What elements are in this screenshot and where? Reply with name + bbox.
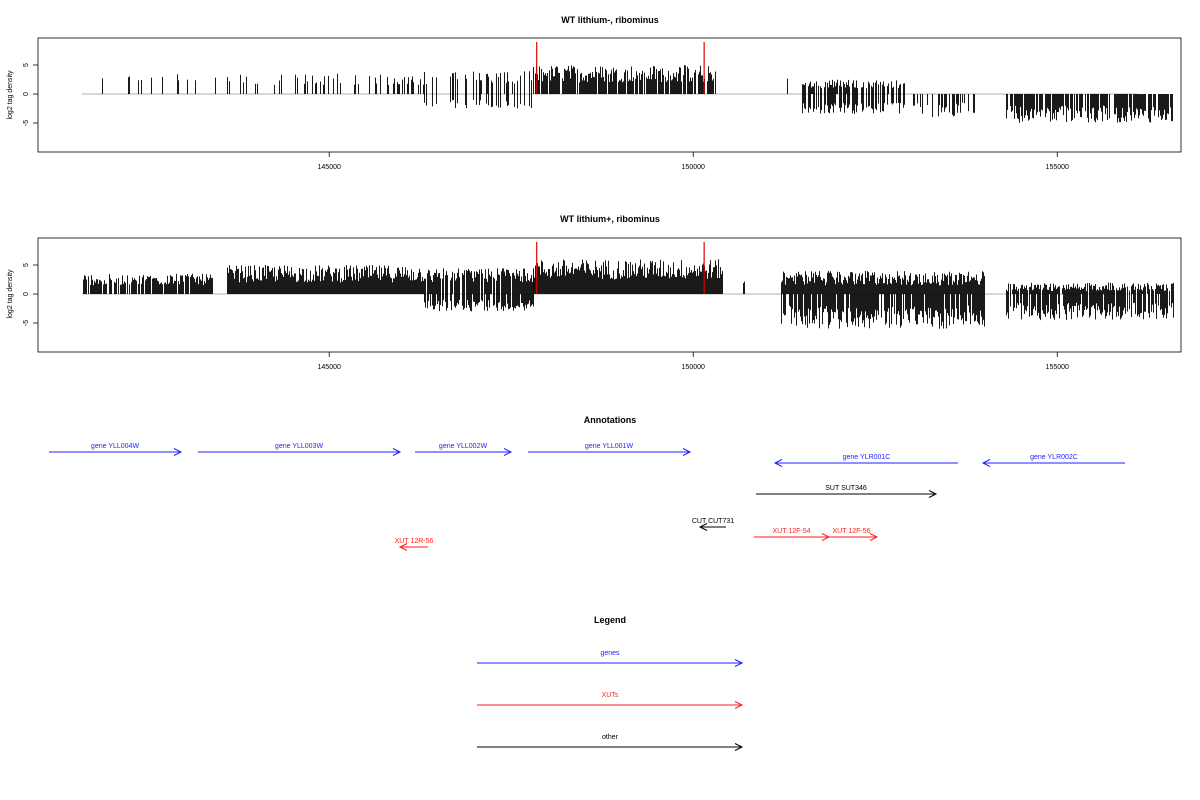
legend-item-other: other [477, 734, 744, 751]
annotation-arrow [198, 448, 402, 456]
annotation-genes: gene YLR002C [981, 454, 1125, 467]
axis-group: -5 0 5 145000 150000 155000 [23, 63, 1069, 171]
annotation-arrow [981, 459, 1125, 467]
legend-title: Legend [594, 615, 626, 625]
x-tick-label: 150000 [682, 164, 705, 171]
legend-arrow [477, 701, 744, 709]
annotation-label: gene YLR002C [1030, 454, 1078, 461]
annotation-label: gene YLL002W [439, 443, 488, 450]
legend-arrow [477, 659, 744, 667]
x-tick-label: 145000 [318, 164, 341, 171]
legend-panel: Legend genes XUTs other [477, 615, 744, 751]
legend-label: genes [600, 650, 620, 657]
x-tick-label: 155000 [1046, 364, 1069, 371]
plot-frame [37, 37, 1182, 153]
annotation-genes: gene YLL001W [528, 443, 692, 456]
annotation-xuts: XUT 12F-54 [754, 528, 831, 541]
annotation-arrow [698, 523, 726, 531]
x-tick-label: 150000 [682, 364, 705, 371]
annotation-other: CUT CUT731 [692, 518, 734, 531]
legend-item-genes: genes [477, 650, 744, 667]
y-axis-label: log2 tag density [7, 70, 14, 120]
annotation-genes: gene YLL003W [198, 443, 402, 456]
x-tick-label: 145000 [318, 364, 341, 371]
annotation-genes: gene YLL002W [415, 443, 513, 456]
annotation-arrow [773, 459, 958, 467]
annotation-label: XUT 12R-56 [395, 538, 434, 545]
y-tick-label: 0 [23, 92, 30, 96]
annotation-label: gene YLR001C [843, 454, 891, 461]
y-axis-label: log2 tag density [7, 269, 14, 319]
annotation-xuts: XUT 12F-56 [826, 528, 879, 541]
legend-entries: genes XUTs other [477, 650, 744, 751]
panel-title: WT lithium+, ribominus [560, 214, 660, 224]
annotations-panel: Annotations gene YLL004W gene YLL003W gene… [49, 415, 1125, 551]
legend-arrow [477, 743, 744, 751]
annotation-label: SUT SUT346 [825, 485, 867, 492]
annotation-tracks: gene YLL004W gene YLL003W gene YLL002W gene… [49, 443, 1125, 551]
annotation-label: gene YLL004W [91, 443, 140, 450]
annotation-genes: gene YLL004W [49, 443, 183, 456]
plot-frame [37, 237, 1182, 353]
annotation-genes: gene YLR001C [773, 454, 958, 467]
annotation-label: CUT CUT731 [692, 518, 734, 525]
panel-lithium-minus: WT lithium-, ribominus log2 tag density … [7, 15, 1182, 171]
x-tick-label: 155000 [1046, 164, 1069, 171]
panel-lithium-plus: WT lithium+, ribominus log2 tag density … [7, 214, 1182, 371]
panel-title: WT lithium-, ribominus [561, 15, 659, 25]
bar-track [82, 242, 1174, 329]
y-tick-label: 5 [23, 63, 30, 67]
annotation-arrow [415, 448, 513, 456]
annotation-arrow [756, 490, 938, 498]
annotation-arrow [528, 448, 692, 456]
annotation-other: SUT SUT346 [756, 485, 938, 498]
annotation-label: gene YLL001W [585, 443, 634, 450]
y-tick-label: 5 [23, 263, 30, 267]
legend-label: XUTs [602, 692, 619, 699]
bar-track [82, 42, 1173, 123]
annotation-label: XUT 12F-56 [833, 528, 871, 535]
legend-label: other [602, 734, 619, 741]
y-tick-label: -5 [23, 120, 30, 126]
annotation-arrow [49, 448, 183, 456]
legend-item-xuts: XUTs [477, 692, 744, 709]
annotation-label: XUT 12F-54 [773, 528, 811, 535]
y-tick-label: 0 [23, 292, 30, 296]
annotation-xuts: XUT 12R-56 [395, 538, 434, 551]
annotation-arrow [826, 533, 879, 541]
annotations-title: Annotations [584, 415, 637, 425]
y-tick-label: -5 [23, 320, 30, 326]
annotation-arrow [398, 543, 428, 551]
annotation-label: gene YLL003W [275, 443, 324, 450]
axis-group: -5 0 5 145000 150000 155000 [23, 263, 1069, 371]
